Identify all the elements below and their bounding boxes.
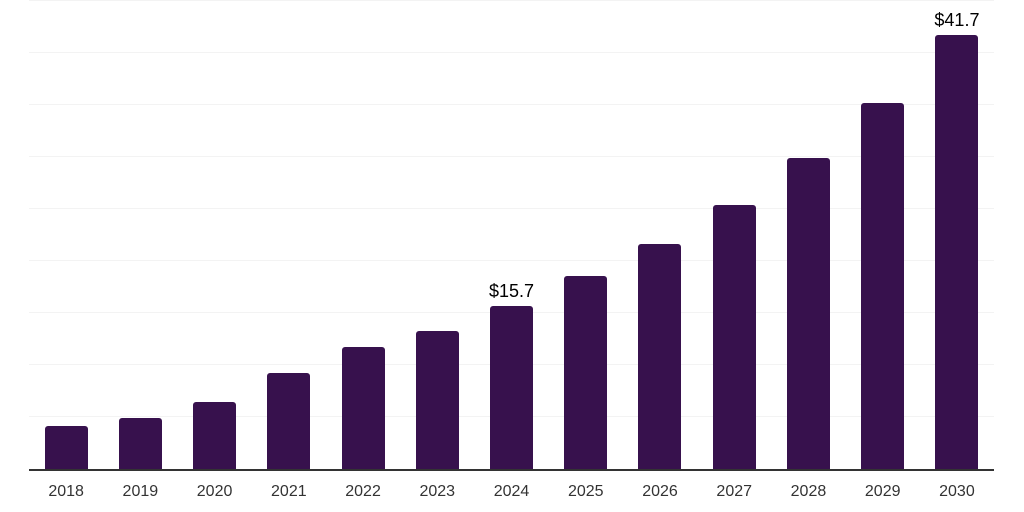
bar-slot-2025 <box>549 0 623 469</box>
x-tick-label-2020: 2020 <box>196 483 233 500</box>
gridline-25 <box>29 208 994 210</box>
bar-2030 <box>935 35 979 469</box>
bar-value-label-2024: $15.7 <box>489 280 535 301</box>
bar-slot-2023 <box>400 0 474 469</box>
bar-2024 <box>490 305 534 469</box>
bar-slot-2024: $15.7 <box>474 0 548 469</box>
bar-slot-2021 <box>252 0 326 469</box>
x-tick-label-2029: 2029 <box>864 483 901 500</box>
bar-2019 <box>118 418 162 469</box>
bar-2022 <box>341 347 385 469</box>
x-tick-label-2024: 2024 <box>493 483 530 500</box>
x-tick-label-2022: 2022 <box>345 483 381 500</box>
bar-slot-2022 <box>326 0 400 469</box>
gridline-35 <box>29 104 994 106</box>
bar-2023 <box>415 330 459 469</box>
bar-slot-2026 <box>623 0 697 469</box>
bar-value-label-2030: $41.7 <box>934 10 980 31</box>
bar-slot-2027 <box>697 0 771 469</box>
bar-slot-2019 <box>103 0 177 469</box>
bar-2020 <box>193 402 237 469</box>
bar-slot-2018 <box>29 0 103 469</box>
x-tick-label-2025: 2025 <box>567 483 604 500</box>
bar-2027 <box>712 204 756 469</box>
bar-2018 <box>44 426 88 469</box>
x-axis-line <box>29 469 994 471</box>
bar-2021 <box>267 373 311 469</box>
gridline-20 <box>29 260 994 262</box>
x-tick-label-2030: 2030 <box>939 483 975 500</box>
bar-2029 <box>861 103 905 469</box>
plot-area: $15.7 $41.7 <box>29 0 994 469</box>
bar-slot-2030: $41.7 <box>920 0 994 469</box>
bar-2028 <box>786 158 830 469</box>
gridline-45 <box>29 0 994 2</box>
x-tick-label-2028: 2028 <box>790 483 827 500</box>
x-tick-label-2027: 2027 <box>716 483 753 500</box>
bar-slot-2028 <box>771 0 845 469</box>
gridline-30 <box>29 156 994 158</box>
bar-slot-2029 <box>846 0 920 469</box>
x-axis-tick-labels: 2018 2019 2020 2021 2022 2023 2024 2025 2026 2027… <box>29 484 994 500</box>
x-tick-label-2021: 2021 <box>271 483 307 500</box>
bar-slot-2020 <box>177 0 251 469</box>
bar-2026 <box>638 244 682 469</box>
x-tick-label-2026: 2026 <box>642 483 678 500</box>
x-tick-label-2018: 2018 <box>48 483 84 500</box>
bars: $15.7 $41.7 <box>29 0 994 469</box>
x-tick-label-2019: 2019 <box>122 483 159 500</box>
gridline-40 <box>29 52 994 54</box>
bar-2025 <box>564 275 608 469</box>
x-tick-label-2023: 2023 <box>419 483 456 500</box>
